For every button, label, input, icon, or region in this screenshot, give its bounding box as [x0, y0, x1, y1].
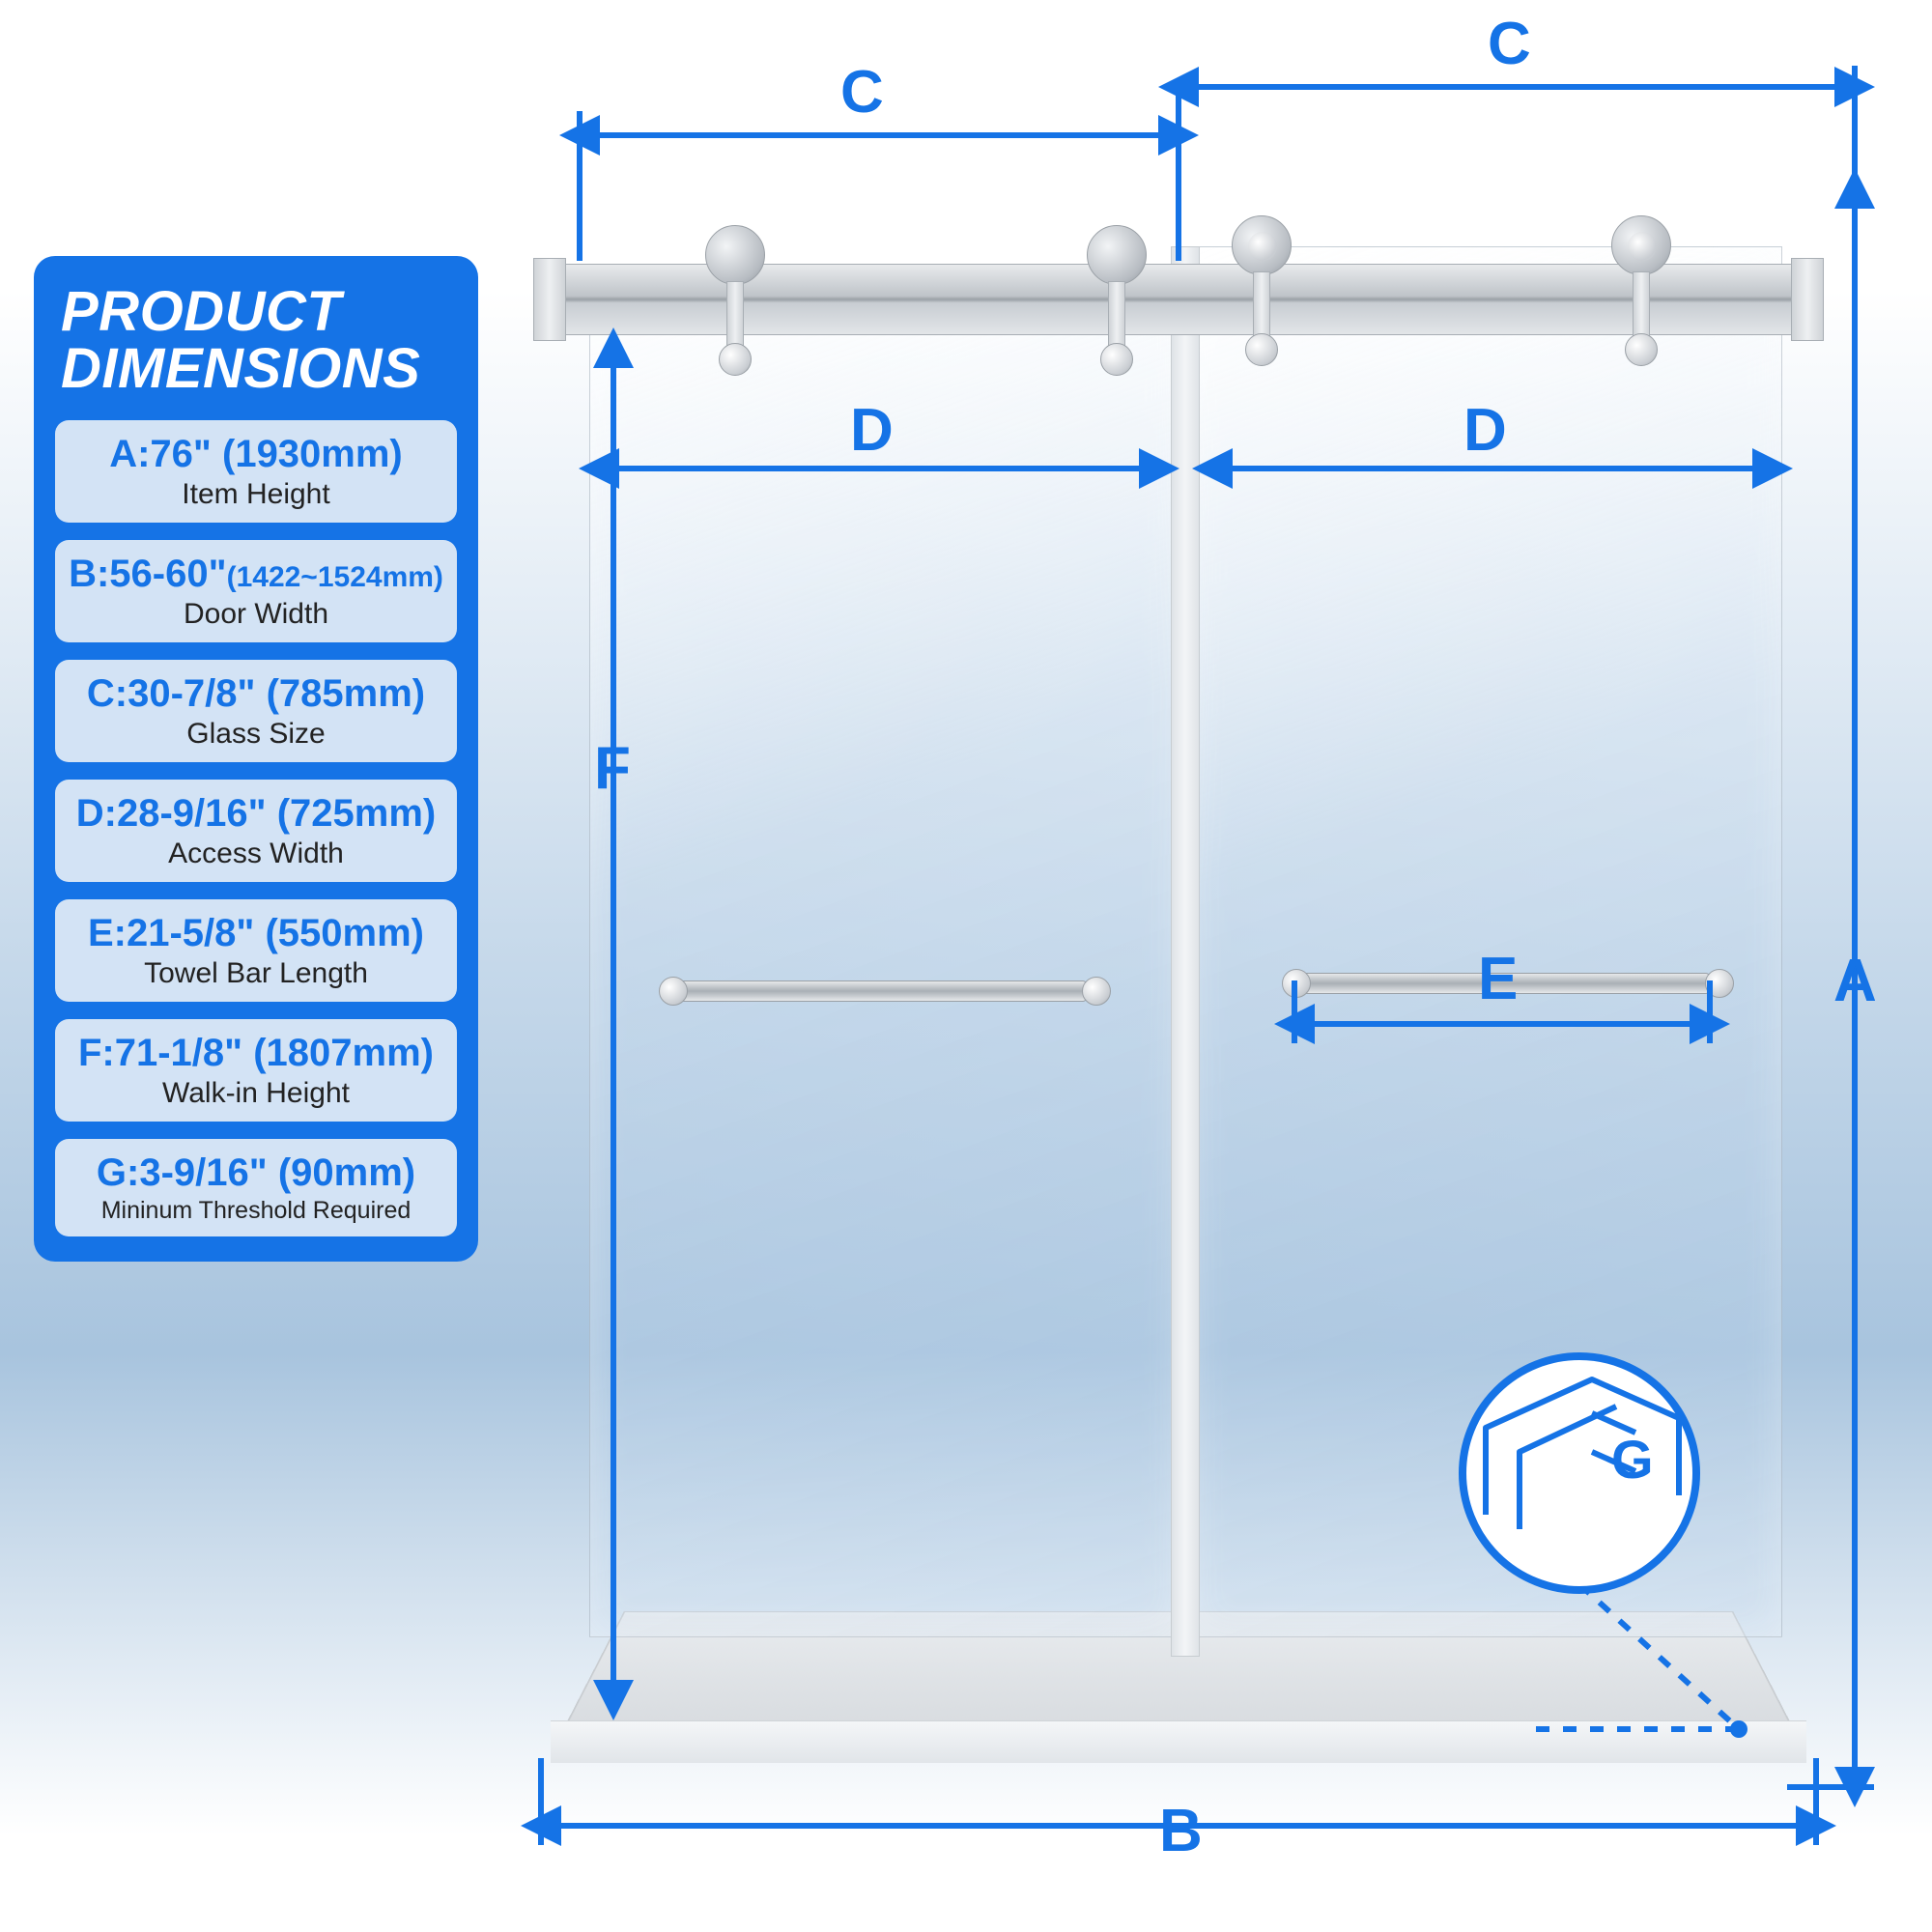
dimension-row: B:56-60"(1422~1524mm) Door Width — [55, 540, 457, 642]
panel-title: PRODUCT DIMENSIONS — [55, 283, 457, 397]
dimension-main: D:28-9/16" (725mm) — [65, 793, 447, 834]
dim-label-F: F — [594, 734, 631, 803]
dimension-row: A:76" (1930mm) Item Height — [55, 420, 457, 523]
threshold-detail-circle: G — [1459, 1352, 1700, 1594]
dimension-row: C:30-7/8" (785mm) Glass Size — [55, 660, 457, 762]
dimension-sub: Glass Size — [65, 718, 447, 751]
dimension-lines — [502, 58, 1893, 1874]
dimension-main: G:3-9/16" (90mm) — [65, 1152, 447, 1193]
dimensions-panel: PRODUCT DIMENSIONS A:76" (1930mm) Item He… — [34, 256, 478, 1262]
dim-label-G: G — [1611, 1428, 1654, 1491]
dim-label-B: B — [1159, 1797, 1203, 1865]
dim-label-E: E — [1478, 945, 1518, 1013]
dim-label-D2: D — [1463, 396, 1507, 465]
dimension-sub: Door Width — [65, 598, 447, 631]
title-line2: DIMENSIONS — [61, 337, 420, 400]
dimension-sub: Towel Bar Length — [65, 957, 447, 990]
dimension-row: F:71-1/8" (1807mm) Walk-in Height — [55, 1019, 457, 1122]
dimension-row: G:3-9/16" (90mm) Mininum Threshold Requir… — [55, 1139, 457, 1236]
dimension-main: C:30-7/8" (785mm) — [65, 673, 447, 714]
dimension-rows: A:76" (1930mm) Item Height B:56-60"(1422~1… — [55, 420, 457, 1236]
dimension-main: F:71-1/8" (1807mm) — [65, 1033, 447, 1073]
dim-label-C2: C — [1488, 10, 1531, 78]
product-diagram: C C D D E A F B G — [502, 58, 1893, 1874]
dimension-row: E:21-5/8" (550mm) Towel Bar Length — [55, 899, 457, 1002]
threshold-detail-icon — [1466, 1360, 1708, 1602]
dimension-sub: Walk-in Height — [65, 1077, 447, 1110]
dimension-sub: Mininum Threshold Required — [65, 1197, 447, 1225]
dim-label-A: A — [1833, 947, 1877, 1015]
dim-label-C1: C — [840, 58, 884, 127]
title-line1: PRODUCT — [61, 280, 341, 343]
dim-label-D1: D — [850, 396, 894, 465]
dimension-sub: Item Height — [65, 478, 447, 511]
dimension-row: D:28-9/16" (725mm) Access Width — [55, 780, 457, 882]
dimension-main: B:56-60"(1422~1524mm) — [65, 554, 447, 594]
dimension-main: E:21-5/8" (550mm) — [65, 913, 447, 953]
dimension-main: A:76" (1930mm) — [65, 434, 447, 474]
dimension-sub: Access Width — [65, 838, 447, 870]
